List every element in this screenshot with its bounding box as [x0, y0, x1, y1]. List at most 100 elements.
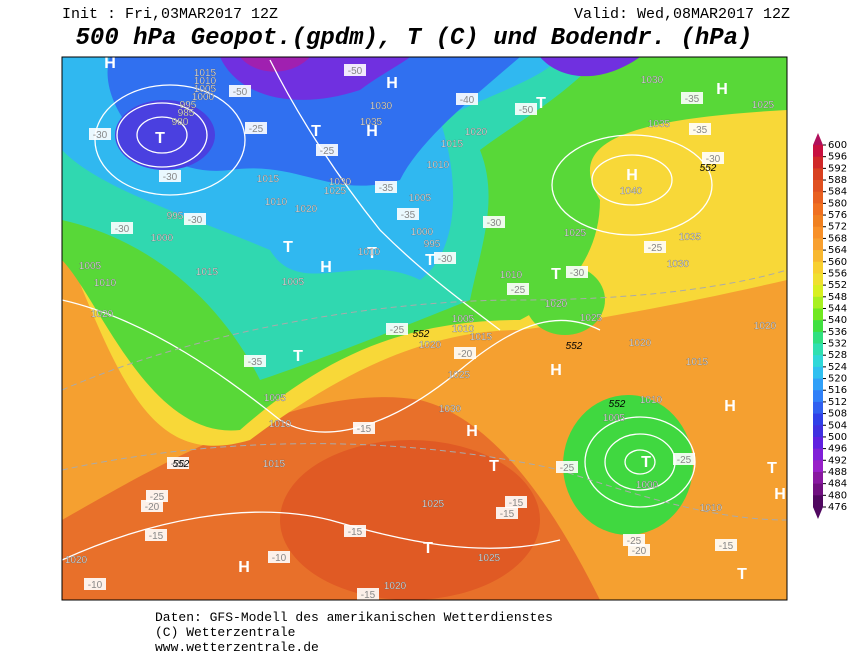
- isobar-label: 980: [172, 117, 189, 128]
- colorbar-cell: [813, 145, 823, 158]
- temperature-label: -20: [171, 459, 186, 470]
- pressure-center: H: [386, 75, 398, 92]
- pressure-center: T: [425, 252, 435, 269]
- temperature-box: [146, 490, 168, 502]
- isobar-label: 995: [167, 211, 184, 222]
- temperature-label: -10: [272, 553, 287, 564]
- colorbar-label: 568: [828, 233, 847, 244]
- colorbar-label: 536: [828, 327, 847, 338]
- temperature-box: [623, 534, 645, 546]
- temperature-box: [644, 241, 666, 253]
- temperature-label: -25: [390, 325, 405, 336]
- colorbar-cell: [813, 343, 823, 356]
- isobar-label: 1025: [478, 553, 501, 564]
- isobar-label: 1035: [360, 117, 383, 128]
- temperature-box: [344, 525, 366, 537]
- temperature-label: -30: [163, 172, 178, 183]
- pressure-center: T: [489, 458, 499, 475]
- map-frame: [61, 56, 788, 601]
- temperature-label: -35: [401, 210, 416, 221]
- colorbar-cell: [813, 413, 823, 426]
- isobar-label: 1015: [470, 332, 493, 343]
- isobar-label: 1005: [452, 314, 475, 325]
- temperature-label: -35: [693, 125, 708, 136]
- pressure-center: T: [423, 540, 433, 557]
- temperature-label: -20: [145, 502, 160, 513]
- temperature-label: -15: [500, 509, 515, 520]
- isobar-label: 995: [424, 239, 441, 250]
- isobar-label: 1015: [194, 68, 217, 79]
- colorbar-label: 484: [828, 479, 847, 490]
- colorbar-cell: [813, 355, 823, 368]
- isobar-label: 1015: [257, 174, 280, 185]
- pressure-center: T: [311, 123, 321, 140]
- colorbar-cell: [813, 156, 823, 169]
- isobar-label: 1025: [564, 228, 587, 239]
- colorbar-label: 500: [828, 432, 847, 443]
- temperature-box: [145, 529, 167, 541]
- colorbar-label: 532: [828, 339, 847, 350]
- colorbar-cell: [813, 436, 823, 450]
- colorbar-cell: [813, 471, 823, 485]
- temperature-label: -30: [93, 130, 108, 141]
- temperature-box: [386, 323, 408, 335]
- pressure-center: T: [767, 460, 777, 477]
- temperature-label: -50: [348, 66, 363, 77]
- isobar-label: 1005: [79, 261, 102, 272]
- pressure-center: H: [104, 55, 116, 72]
- pressure-center: H: [366, 123, 378, 140]
- isobar-label: 1005: [409, 193, 432, 204]
- colorbar-label: 580: [828, 198, 847, 209]
- isobar-label: 1010: [358, 247, 381, 258]
- colorbar-cell: [813, 448, 823, 461]
- colorbar-cell: [813, 250, 823, 263]
- temperature-box: [483, 216, 505, 228]
- pressure-center: H: [626, 167, 638, 184]
- pressure-center: H: [238, 559, 250, 576]
- colorbar-cell: [813, 215, 823, 228]
- isobar-label: 1025: [324, 186, 347, 197]
- temperature-box: [316, 144, 338, 156]
- isobar-label: 1000: [151, 233, 174, 244]
- colorbar-cell: [813, 390, 823, 403]
- temperature-box: [628, 544, 650, 556]
- colorbar-label: 584: [828, 187, 847, 198]
- isobar-label: 1025: [448, 370, 471, 381]
- colorbar-label: 508: [828, 409, 847, 420]
- colorbar-label: 588: [828, 175, 847, 186]
- temperature-box: [456, 93, 478, 105]
- temperature-box: [505, 496, 527, 508]
- isobar-label: 985: [178, 108, 195, 119]
- temperature-box: [375, 181, 397, 193]
- colorbar-label: 544: [828, 303, 847, 314]
- isobar-label: 1025: [752, 100, 775, 111]
- temperature-box: [244, 355, 266, 367]
- isobar-label: 1015: [686, 357, 709, 368]
- pressure-center: H: [466, 423, 478, 440]
- isobar-label: 1035: [679, 232, 702, 243]
- temperature-box: [229, 85, 251, 97]
- isobar-label: 1000: [636, 480, 659, 491]
- colorbar-cell: [813, 180, 823, 193]
- isobar-label: 1005: [603, 413, 626, 424]
- isobar-label: 1015: [196, 267, 219, 278]
- temperature-box: [184, 213, 206, 225]
- isobar-label: 1020: [419, 340, 442, 351]
- temperature-box: [353, 422, 375, 434]
- temperature-label: -35: [685, 94, 700, 105]
- colorbar-cell: [813, 320, 823, 333]
- isobar-label: 1020: [754, 321, 777, 332]
- colorbar-cell: [813, 460, 823, 473]
- isobar-label: 1005: [264, 393, 287, 404]
- temperature-label: -15: [361, 590, 376, 601]
- temperature-box: [167, 457, 189, 469]
- temperature-label: -25: [511, 285, 526, 296]
- isobar-label: 1010: [640, 395, 663, 406]
- isobar-label: 1040: [620, 186, 643, 197]
- temperature-box: [689, 123, 711, 135]
- temperature-label: -15: [509, 498, 524, 509]
- temperature-label: -20: [458, 349, 473, 360]
- colorbar-cell: [813, 203, 823, 216]
- isobar-label: 1020: [295, 204, 318, 215]
